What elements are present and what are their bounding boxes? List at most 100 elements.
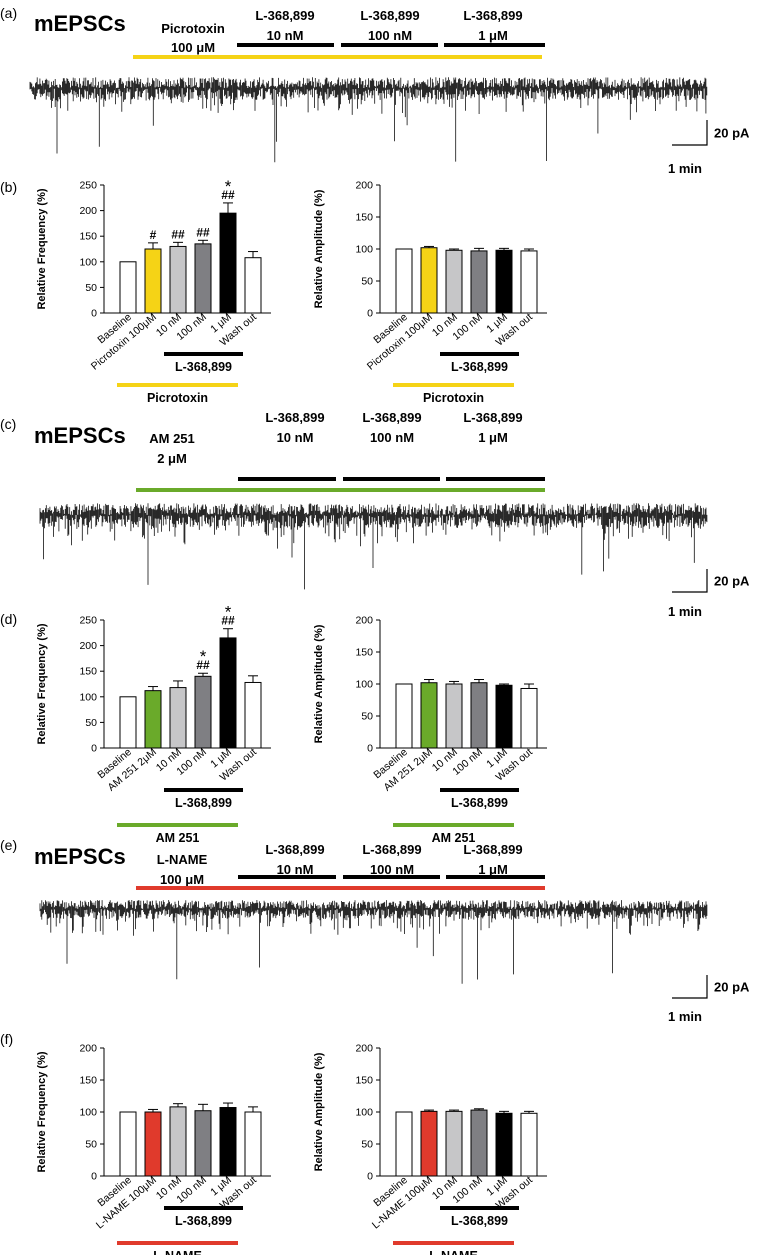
bar — [144, 1111, 162, 1177]
y-tick-label: 50 — [85, 1139, 97, 1151]
panel-letter: (f) — [0, 1031, 13, 1047]
bar — [219, 212, 237, 314]
mepsc-trace — [29, 77, 708, 163]
y-tick-label: 50 — [85, 717, 97, 729]
agonist-name: L-368,899 — [463, 842, 522, 857]
scale-time-label: 1 min — [668, 604, 702, 619]
group-label: L-368,899 — [451, 1214, 508, 1228]
significance-hash: ## — [196, 658, 210, 672]
trace-title: mEPSCs — [34, 11, 126, 36]
y-tick-label: 150 — [79, 666, 97, 678]
pre-drug-name: L-NAME — [157, 852, 208, 867]
mepsc-trace — [39, 503, 708, 590]
y-tick-label: 100 — [355, 1107, 373, 1119]
group-label: L-368,899 — [175, 1214, 232, 1228]
bar — [495, 249, 513, 314]
panel-letter: (d) — [0, 611, 17, 627]
agonist-concentration: 1 μM — [478, 28, 508, 43]
y-axis-label: Relative Frequency (%) — [36, 623, 48, 744]
significance-star: * — [225, 177, 232, 196]
y-tick-label: 0 — [91, 308, 97, 320]
y-tick-label: 150 — [79, 231, 97, 243]
significance-hash: ## — [221, 614, 235, 628]
bar — [194, 1110, 212, 1177]
group-label: Picrotoxin — [423, 391, 484, 405]
y-tick-label: 50 — [361, 711, 373, 723]
agonist-concentration: 100 nM — [370, 430, 414, 445]
panel-letter: (b) — [0, 179, 17, 195]
group-label: AM 251 — [432, 831, 476, 845]
agonist-name: L-368,899 — [362, 842, 421, 857]
bar — [244, 681, 262, 749]
y-axis-label: Relative Frequency (%) — [36, 1051, 48, 1172]
y-tick-label: 50 — [361, 1139, 373, 1151]
scale-time-label: 1 min — [668, 161, 702, 176]
y-tick-label: 100 — [79, 691, 97, 703]
bar — [520, 250, 538, 314]
bar — [470, 1109, 488, 1177]
y-tick-label: 150 — [355, 212, 373, 224]
y-tick-label: 200 — [355, 615, 373, 627]
y-tick-label: 200 — [355, 1043, 373, 1055]
group-label: L-NAME — [153, 1249, 202, 1255]
agonist-name: L-368,899 — [360, 8, 419, 23]
panel-letter: (c) — [0, 416, 16, 432]
bar — [219, 1107, 237, 1177]
y-axis-label: Relative Amplitude (%) — [313, 1052, 325, 1171]
group-label: AM 251 — [156, 831, 200, 845]
agonist-name: L-368,899 — [265, 410, 324, 425]
y-tick-label: 250 — [79, 180, 97, 192]
agonist-name: L-368,899 — [255, 8, 314, 23]
y-tick-label: 100 — [79, 1107, 97, 1119]
pre-drug-name: Picrotoxin — [161, 21, 225, 36]
y-tick-label: 150 — [355, 647, 373, 659]
agonist-concentration: 10 nM — [277, 430, 314, 445]
bar — [194, 675, 212, 749]
y-tick-label: 0 — [91, 1171, 97, 1183]
y-tick-label: 200 — [355, 180, 373, 192]
y-axis-label: Relative Frequency (%) — [36, 188, 48, 309]
y-tick-label: 250 — [79, 615, 97, 627]
bar — [244, 1111, 262, 1177]
bar — [520, 687, 538, 749]
significance-hash: ## — [171, 227, 185, 241]
bar — [395, 1111, 413, 1177]
bar — [119, 261, 137, 314]
y-tick-label: 50 — [361, 276, 373, 288]
y-axis-label: Relative Amplitude (%) — [313, 189, 325, 308]
y-tick-label: 0 — [91, 743, 97, 755]
bar — [144, 690, 162, 749]
bar — [395, 248, 413, 314]
trace-title: mEPSCs — [34, 844, 126, 869]
agonist-concentration: 10 nM — [277, 862, 314, 877]
bar — [420, 247, 438, 314]
pre-drug-concentration: 100 μM — [160, 872, 204, 887]
bar — [119, 1111, 137, 1177]
group-label: L-368,899 — [175, 796, 232, 810]
panel-letter: (a) — [0, 5, 17, 21]
y-tick-label: 0 — [367, 743, 373, 755]
scale-amplitude-label: 20 pA — [714, 980, 750, 995]
group-label: L-368,899 — [175, 360, 232, 374]
scale-amplitude-label: 20 pA — [714, 574, 750, 589]
pre-drug-concentration: 2 μM — [157, 451, 187, 466]
group-label: Picrotoxin — [147, 391, 208, 405]
group-label: L-368,899 — [451, 796, 508, 810]
agonist-name: L-368,899 — [265, 842, 324, 857]
agonist-concentration: 10 nM — [267, 28, 304, 43]
y-axis-label: Relative Amplitude (%) — [313, 624, 325, 743]
bar — [169, 1106, 187, 1177]
significance-hash: # — [150, 228, 157, 242]
bar — [520, 1112, 538, 1177]
scale-amplitude-label: 20 pA — [714, 126, 750, 141]
bar — [219, 637, 237, 749]
y-tick-label: 150 — [355, 1075, 373, 1087]
bar — [470, 250, 488, 314]
bar — [119, 696, 137, 749]
bar — [194, 243, 212, 314]
